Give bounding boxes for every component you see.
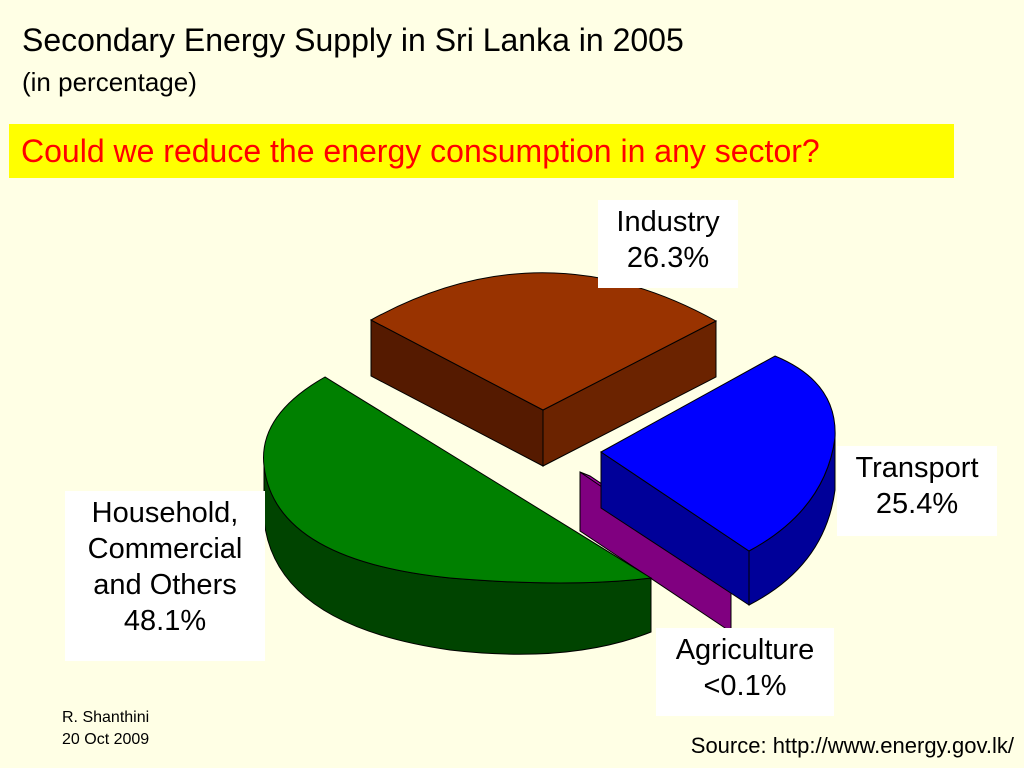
label-transport-name: Transport xyxy=(855,452,979,484)
label-agriculture-name: Agriculture xyxy=(675,634,815,666)
label-household-line2: Commercial xyxy=(87,533,243,565)
label-industry-name: Industry xyxy=(616,206,720,238)
label-household-value: 48.1% xyxy=(123,605,207,637)
author-date: 20 Oct 2009 xyxy=(62,731,150,748)
slice-transport xyxy=(600,355,836,606)
label-industry: Industry 26.3% xyxy=(598,200,738,288)
slice-industry xyxy=(369,272,718,467)
slice-industry-top xyxy=(369,272,718,411)
slice-household xyxy=(263,376,653,655)
source-note: Source: http://www.energy.gov.lk/ xyxy=(690,733,1014,758)
label-transport-value: 25.4% xyxy=(875,488,959,520)
label-agriculture-value: <0.1% xyxy=(703,670,787,702)
chart-title: Secondary Energy Supply in Sri Lanka in … xyxy=(22,22,684,58)
label-household-line1: Household, xyxy=(91,497,239,529)
slice-household-top xyxy=(263,376,653,584)
label-industry-value: 26.3% xyxy=(626,242,710,274)
chart-subtitle: (in percentage) xyxy=(22,67,197,97)
author-name: R. Shanthini xyxy=(62,709,150,726)
label-agriculture: Agriculture <0.1% xyxy=(656,628,834,716)
label-transport: Transport 25.4% xyxy=(837,446,997,536)
label-household-line3: and Others xyxy=(93,569,237,601)
author-credit: R. Shanthini 20 Oct 2009 xyxy=(62,707,149,751)
label-household: Household, Commercial and Others 48.1% xyxy=(65,491,265,661)
question-banner: Could we reduce the energy consumption i… xyxy=(9,124,954,178)
slice-transport-top xyxy=(600,355,836,552)
